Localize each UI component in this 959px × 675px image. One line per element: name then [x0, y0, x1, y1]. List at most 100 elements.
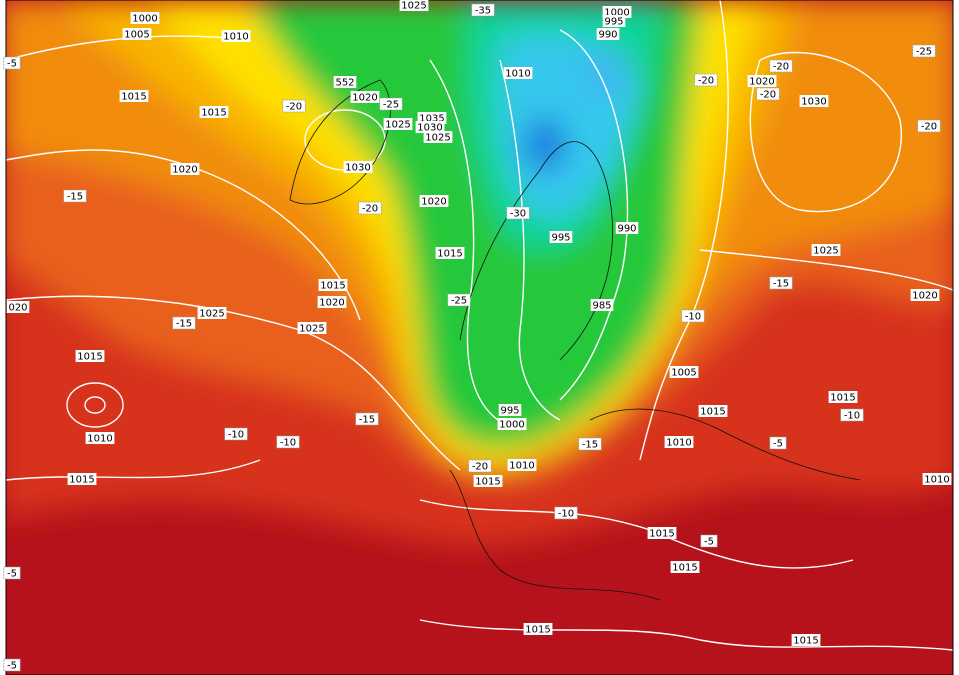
temperature-label: -25	[916, 47, 932, 58]
isobar-label-box	[75, 350, 105, 362]
temperature-label: -5	[7, 661, 17, 672]
isobar-label-box	[811, 244, 841, 256]
isobar-label: 1005	[124, 30, 149, 41]
isobar-label-box	[435, 247, 465, 259]
temperature-label-box	[3, 566, 21, 580]
isobar-label: 1020	[172, 165, 197, 176]
temperature-label-box	[447, 293, 471, 307]
temperature-label: -5	[773, 439, 783, 450]
temperature-label-box	[506, 206, 530, 220]
temperature-label-box	[358, 201, 382, 215]
temperature-label-box	[355, 412, 379, 426]
isobar-label: 1015	[672, 563, 697, 574]
temperature-label-box	[379, 97, 403, 111]
isobar-label: 1010	[509, 461, 534, 472]
temperature-label: -15	[582, 440, 598, 451]
isobar-label-box	[343, 161, 373, 173]
isobar-label: 1035	[419, 114, 444, 125]
isobar-label: 1005	[671, 368, 696, 379]
temperature-label: -5	[7, 569, 17, 580]
isobar-label-box	[828, 391, 858, 403]
isobar-label: 1020	[749, 77, 774, 88]
temperature-label-box	[276, 435, 300, 449]
isobar-label-box	[415, 121, 445, 133]
isobar-label: 995	[604, 17, 623, 28]
temperature-label: -10	[280, 438, 296, 449]
isobar-label: 1000	[499, 420, 524, 431]
isobar-label: 1025	[199, 309, 224, 320]
temperature-label-box	[3, 56, 21, 70]
isobar-label-box	[602, 15, 626, 27]
temperature-label-box	[578, 437, 602, 451]
temperature-label-box	[554, 506, 578, 520]
isobar-label: 1015	[649, 529, 674, 540]
temperature-label-box	[769, 276, 793, 290]
isobar-label-box	[383, 118, 413, 130]
isobar-label-box	[221, 30, 251, 42]
temperature-label-box	[840, 408, 864, 422]
isobar-label-box	[85, 432, 115, 444]
isobar-label: 020	[8, 303, 27, 314]
isobar-label: 1015	[830, 393, 855, 404]
temperature-label: -5	[704, 537, 714, 548]
temperature-label-box	[769, 436, 787, 450]
temperature-label-box	[224, 427, 248, 441]
isobar-label: 1015	[77, 352, 102, 363]
isobar-label: 1010	[666, 438, 691, 449]
isobar-label-box	[399, 0, 429, 11]
isobar-label: 1020	[421, 197, 446, 208]
isobar-label: 1010	[924, 475, 949, 486]
temperature-label: -20	[773, 62, 789, 73]
isobar-label-box	[549, 231, 573, 243]
isobar-label-box	[910, 289, 940, 301]
map-frame	[5, 0, 954, 675]
isobar-label-box	[747, 75, 777, 87]
isobar-label: 1020	[912, 291, 937, 302]
temperature-label: -35	[475, 6, 491, 17]
isobar-label: 1015	[437, 249, 462, 260]
temperature-label-box	[769, 59, 793, 73]
isobar-label: 1015	[121, 92, 146, 103]
temperature-label: -20	[286, 102, 302, 113]
isobar-label: 990	[617, 224, 636, 235]
temperature-label: -20	[472, 462, 488, 473]
temperature-label: -15	[359, 415, 375, 426]
isobar-label: 1015	[69, 475, 94, 486]
isobar-label-box	[590, 299, 614, 311]
isobar-label: 1030	[417, 123, 442, 134]
isobar-label-box	[503, 67, 533, 79]
isobar-label: 1000	[604, 8, 629, 19]
isobar-label: 985	[592, 301, 611, 312]
isobar-label-box	[197, 307, 227, 319]
temperature-label: -30	[510, 209, 526, 220]
temperature-label: -20	[698, 76, 714, 87]
isobar-label-box	[497, 418, 527, 430]
isobar-label-box	[647, 527, 677, 539]
isobar-label: 995	[500, 406, 519, 417]
temperature-label: -15	[176, 319, 192, 330]
isobar-label-box	[523, 623, 553, 635]
isobar-label: 1015	[320, 281, 345, 292]
isobar-label-box	[669, 366, 699, 378]
isobar-label: 1010	[505, 69, 530, 80]
temperature-label-box	[63, 189, 87, 203]
isobar-label-box	[473, 475, 503, 487]
isobar-label: 1020	[352, 93, 377, 104]
temperature-label: -15	[773, 279, 789, 290]
isobar-label-box	[507, 459, 537, 471]
isobar-label-box	[6, 301, 30, 313]
isobar-label-box	[318, 279, 348, 291]
temperature-label: -10	[685, 312, 701, 323]
isobar-label: 1025	[299, 324, 324, 335]
temperature-label-box	[471, 3, 495, 17]
temperature-label: -20	[760, 90, 776, 101]
isobar-label: 1025	[425, 133, 450, 144]
isobar-label: 1030	[345, 163, 370, 174]
temperature-label-box	[700, 534, 718, 548]
isobar-label: 1025	[401, 1, 426, 12]
temperature-label: -10	[228, 430, 244, 441]
isobar-label: 995	[551, 233, 570, 244]
isobar-label-box	[664, 436, 694, 448]
isobar-label-box	[170, 163, 200, 175]
temperature-label: -20	[921, 122, 937, 133]
